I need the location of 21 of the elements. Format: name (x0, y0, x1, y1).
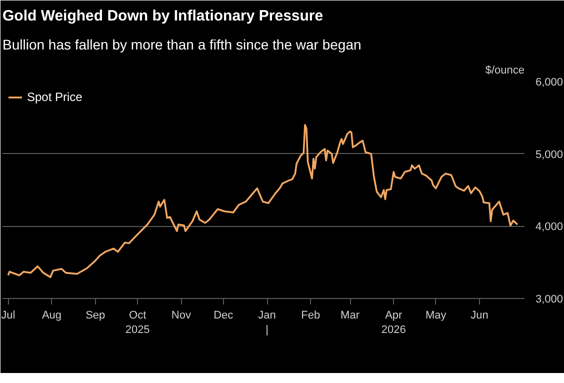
y-tick-label: 3,000 (536, 294, 564, 306)
y-axis-title: $/ounce (485, 64, 525, 76)
x-tick-label: Feb (301, 310, 320, 322)
x-tick-label: Mar (340, 310, 360, 322)
x-tick-label: Sep (86, 310, 106, 322)
chart-subtitle: Bullion has fallen by more than a fifth since the war began (2, 36, 362, 52)
x-tick-label: Oct 2025 (125, 310, 150, 336)
x-tick-label: Jun (470, 310, 488, 322)
legend-label: Spot Price (27, 90, 82, 104)
y-tick-label: 6,000 (536, 76, 564, 88)
x-tick-label: May (425, 310, 447, 322)
chart-title: Gold Weighed Down by Inflationary Pressure (2, 8, 324, 24)
x-tick-label: Apr 2026 (381, 310, 406, 336)
line-series (7, 124, 518, 278)
x-tick-label: Nov (171, 310, 192, 322)
x-tick-label: Jan | (258, 310, 276, 336)
x-tick-label: Dec (214, 310, 234, 322)
y-tick-label: 5,000 (536, 148, 564, 161)
y-tick-label: 4,000 (536, 221, 564, 234)
x-tick-label: Jul (1, 310, 16, 322)
x-tick-label: Aug (42, 310, 62, 322)
